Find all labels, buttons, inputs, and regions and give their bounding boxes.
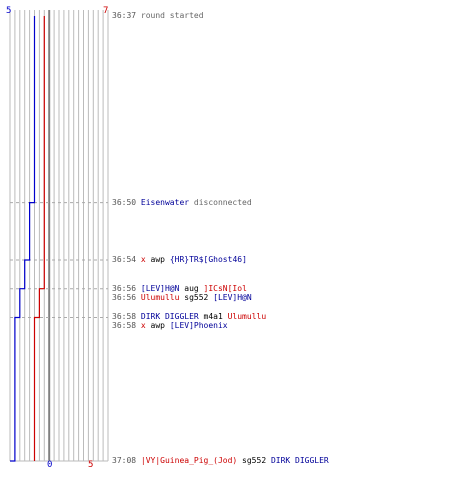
event-text-part: m4a1 [198,312,228,321]
event-time: 36:56 [112,284,141,293]
event-text-part: DIRK DIGGLER [270,456,329,465]
event-time: 36:50 [112,198,141,207]
event-text-part: awp [145,321,170,330]
event-log-line: 36:54 x awp {HR}TR$[Ghost46] [112,255,247,265]
team-lines [10,16,45,462]
event-text-part: round started [140,11,204,20]
event-text-part: awp [145,255,170,264]
event-time: 36:54 [112,255,141,264]
event-log-line: 36:50 Eisenwater disconnected [112,198,252,208]
red-team-line [33,16,45,461]
event-log-line: 37:08 |VY|Guinea_Pig_(Jod) sg552 DIRK DI… [112,456,329,466]
event-text-part: Eisenwater [140,198,190,207]
event-text-part: {HR}TR$[Ghost46] [169,255,247,264]
event-text-part: Ulumullu [140,293,180,302]
blue-start-score: 5 [6,6,12,16]
red-end-score: 5 [88,460,94,470]
chart-grid [9,10,109,462]
event-time: 36:58 [112,321,141,330]
event-time: 36:37 [112,11,141,20]
round-timeline-chart [9,10,109,462]
event-log-line: 36:37 round started [112,11,204,21]
event-text-part: x [140,321,146,330]
event-text-part: x [140,255,146,264]
event-log-line: 36:58 DIRK DIGGLER m4a1 Ulumullu [112,312,266,322]
event-text-part: [LEV]H@N [140,284,180,293]
event-text-part: ]ICsN[Iol [203,284,247,293]
event-text-part: Ulumullu [227,312,267,321]
blue-team-line [10,16,36,462]
event-time: 36:56 [112,293,141,302]
event-text-part: sg552 [179,293,214,302]
event-log-line: 36:58 x awp [LEV]Phoenix [112,321,228,331]
event-dashes [10,202,108,318]
event-text-part: sg552 [237,456,271,465]
event-text-part: [LEV]Phoenix [169,321,228,330]
event-text-part: [LEV]H@N [213,293,252,302]
red-start-score: 7 [103,6,109,16]
event-text-part: aug [179,284,204,293]
event-text-part: |VY|Guinea_Pig_(Jod) [140,456,238,465]
event-text-part: DIRK DIGGLER [140,312,199,321]
event-log-line: 36:56 [LEV]H@N aug ]ICsN[Iol [112,284,247,294]
blue-end-score: 0 [47,460,53,470]
event-time: 36:58 [112,312,141,321]
event-text-part: disconnected [189,198,252,207]
event-time: 37:08 [112,456,141,465]
event-log-line: 36:56 Ulumullu sg552 [LEV]H@N [112,293,252,303]
